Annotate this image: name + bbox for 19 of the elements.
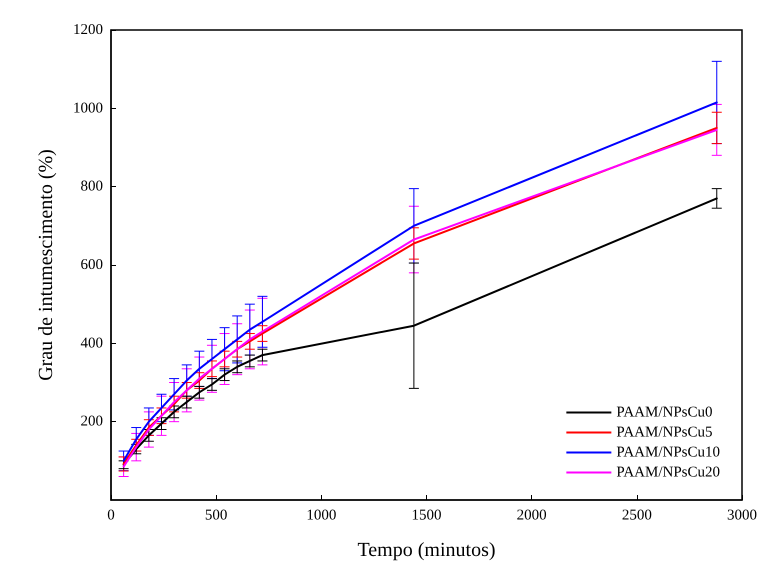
legend-label: PAAM/NPsCu0 <box>616 404 713 420</box>
legend-label: PAAM/NPsCu20 <box>616 464 720 480</box>
y-tick-label: 1000 <box>73 100 103 116</box>
legend-label: PAAM/NPsCu5 <box>616 424 713 440</box>
y-tick-label: 600 <box>80 257 103 273</box>
y-tick-label: 200 <box>80 414 103 430</box>
y-tick-label: 800 <box>80 178 103 195</box>
x-tick-label: 500 <box>204 508 228 524</box>
legend-label: PAAM/NPsCu10 <box>616 444 720 460</box>
x-axis-title: Tempo (minutos) <box>357 539 496 561</box>
x-tick-label: 3000 <box>727 508 757 524</box>
y-tick-label: 400 <box>80 335 103 352</box>
y-tick-label: 1200 <box>73 22 103 38</box>
x-tick-label: 1000 <box>306 508 336 524</box>
x-tick-label: 1500 <box>412 508 442 524</box>
x-tick-label: 2000 <box>516 508 547 524</box>
y-axis-title: Grau de intumescimento (%) <box>35 149 57 381</box>
x-tick-label: 0 <box>107 508 115 524</box>
x-tick-label: 2500 <box>622 508 652 524</box>
